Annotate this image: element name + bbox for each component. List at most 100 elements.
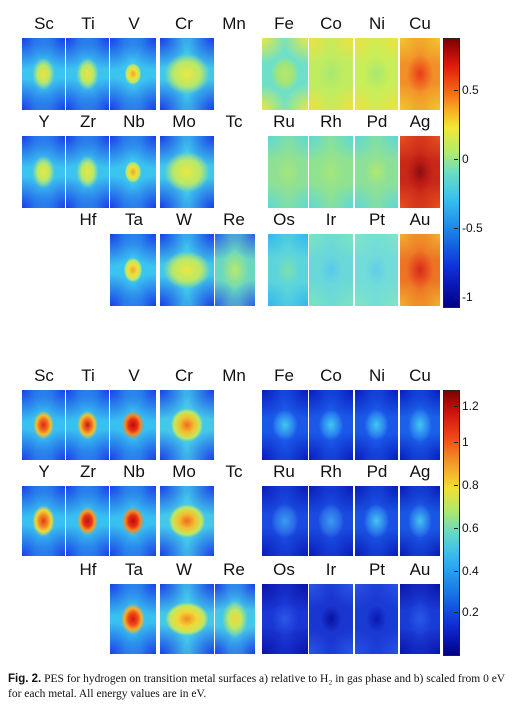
label-nb: Nb (123, 112, 145, 131)
label-rh: Rh (320, 462, 342, 481)
pes-tile-ni (355, 38, 398, 110)
label-v: V (128, 366, 140, 385)
colorbar-a-tick: -1 (462, 290, 473, 304)
pes-tile-cr (160, 390, 214, 460)
label-y: Y (38, 462, 50, 481)
pes-tile-os (262, 584, 308, 654)
label-sc: Sc (34, 14, 54, 33)
label-mn: Mn (222, 14, 246, 33)
figure-caption: Fig. 2. PES for hydrogen on transition m… (8, 672, 508, 702)
label-ti: Ti (81, 14, 95, 33)
label-cr: Cr (175, 14, 193, 33)
pes-tile-pt (355, 234, 398, 306)
pes-tile-mo (160, 136, 214, 208)
pes-tile-ta (110, 234, 156, 306)
pes-tile-rh (309, 486, 353, 556)
label-ag: Ag (409, 112, 431, 131)
colorbar-b-tick: 0.6 (462, 521, 479, 535)
pes-tile-os (268, 234, 308, 306)
pes-tile-y (22, 486, 65, 556)
label-mo: Mo (172, 462, 196, 481)
label-sc: Sc (34, 366, 54, 385)
label-tc: Tc (225, 462, 243, 481)
pes-tile-zr (66, 486, 109, 556)
label-hf: Hf (79, 560, 97, 579)
pes-tile-cr (160, 38, 214, 110)
pes-tile-pd (355, 486, 398, 556)
label-ru: Ru (273, 462, 295, 481)
pes-tile-ti (66, 390, 109, 460)
label-mn: Mn (222, 366, 246, 385)
pes-tile-re (215, 584, 255, 654)
label-y: Y (38, 112, 50, 131)
label-hf: Hf (79, 210, 97, 229)
colorbar-b-tick: 0.2 (462, 605, 479, 619)
label-cr: Cr (175, 366, 193, 385)
colorbar-b (443, 390, 460, 656)
colorbar-a-tick: -0.5 (462, 221, 483, 235)
pes-tile-au (400, 584, 440, 654)
label-au: Au (409, 560, 431, 579)
label-os: Os (273, 560, 295, 579)
label-pt: Pt (368, 560, 386, 579)
colorbar-a (443, 38, 460, 308)
label-zr: Zr (79, 462, 97, 481)
label-mo: Mo (172, 112, 196, 131)
pes-tile-rh (309, 136, 353, 208)
panel-b: Sc Ti V Cr Mn Fe Co Ni Cu Y Zr Nb Mo Tc … (0, 358, 518, 678)
pes-tile-v (110, 38, 156, 110)
pes-tile-w (160, 584, 214, 654)
pes-tile-sc (22, 390, 65, 460)
colorbar-b-tick: 0.8 (462, 478, 479, 492)
pes-tile-ir (309, 584, 353, 654)
label-zr: Zr (79, 112, 97, 131)
label-au: Au (409, 210, 431, 229)
pes-tile-mo (160, 486, 214, 556)
label-fe: Fe (274, 14, 294, 33)
label-re: Re (223, 210, 245, 229)
pes-tile-sc (22, 38, 65, 110)
caption-label: Fig. 2. (8, 673, 42, 685)
pes-tile-ru (268, 136, 308, 208)
pes-tile-nb (110, 486, 156, 556)
pes-tile-w (160, 234, 214, 306)
pes-tile-ta (110, 584, 156, 654)
label-re: Re (223, 560, 245, 579)
label-pd: Pd (366, 112, 388, 131)
label-ir: Ir (325, 210, 337, 229)
colorbar-b-tick: 0.4 (462, 564, 479, 578)
panel-a: Sc Ti V Cr Mn Fe Co Ni Cu Y Zr Nb Mo Tc … (0, 0, 518, 320)
label-tc: Tc (225, 112, 243, 131)
pes-tile-cu (400, 390, 440, 460)
pes-tile-ru (262, 486, 308, 556)
label-co: Co (320, 14, 342, 33)
pes-tile-ti (66, 38, 109, 110)
label-nb: Nb (123, 462, 145, 481)
label-ni: Ni (368, 14, 386, 33)
label-pd: Pd (366, 462, 388, 481)
label-ru: Ru (273, 112, 295, 131)
pes-tile-pt (355, 584, 398, 654)
label-rh: Rh (320, 112, 342, 131)
pes-tile-co (309, 38, 353, 110)
label-pt: Pt (368, 210, 386, 229)
pes-tile-y (22, 136, 65, 208)
label-ag: Ag (409, 462, 431, 481)
label-ni: Ni (368, 366, 386, 385)
pes-tile-fe (262, 390, 308, 460)
label-ti: Ti (81, 366, 95, 385)
pes-tile-v (110, 390, 156, 460)
colorbar-b-tick: 1 (462, 435, 469, 449)
pes-tile-pd (355, 136, 398, 208)
pes-tile-ni (355, 390, 398, 460)
pes-tile-nb (110, 136, 156, 208)
pes-tile-re (215, 234, 255, 306)
label-w: W (175, 560, 193, 579)
pes-tile-ag (400, 486, 440, 556)
label-ir: Ir (325, 560, 337, 579)
label-ta: Ta (125, 560, 143, 579)
label-os: Os (273, 210, 295, 229)
colorbar-a-tick: 0 (462, 152, 469, 166)
pes-tile-fe (262, 38, 308, 110)
label-co: Co (320, 366, 342, 385)
